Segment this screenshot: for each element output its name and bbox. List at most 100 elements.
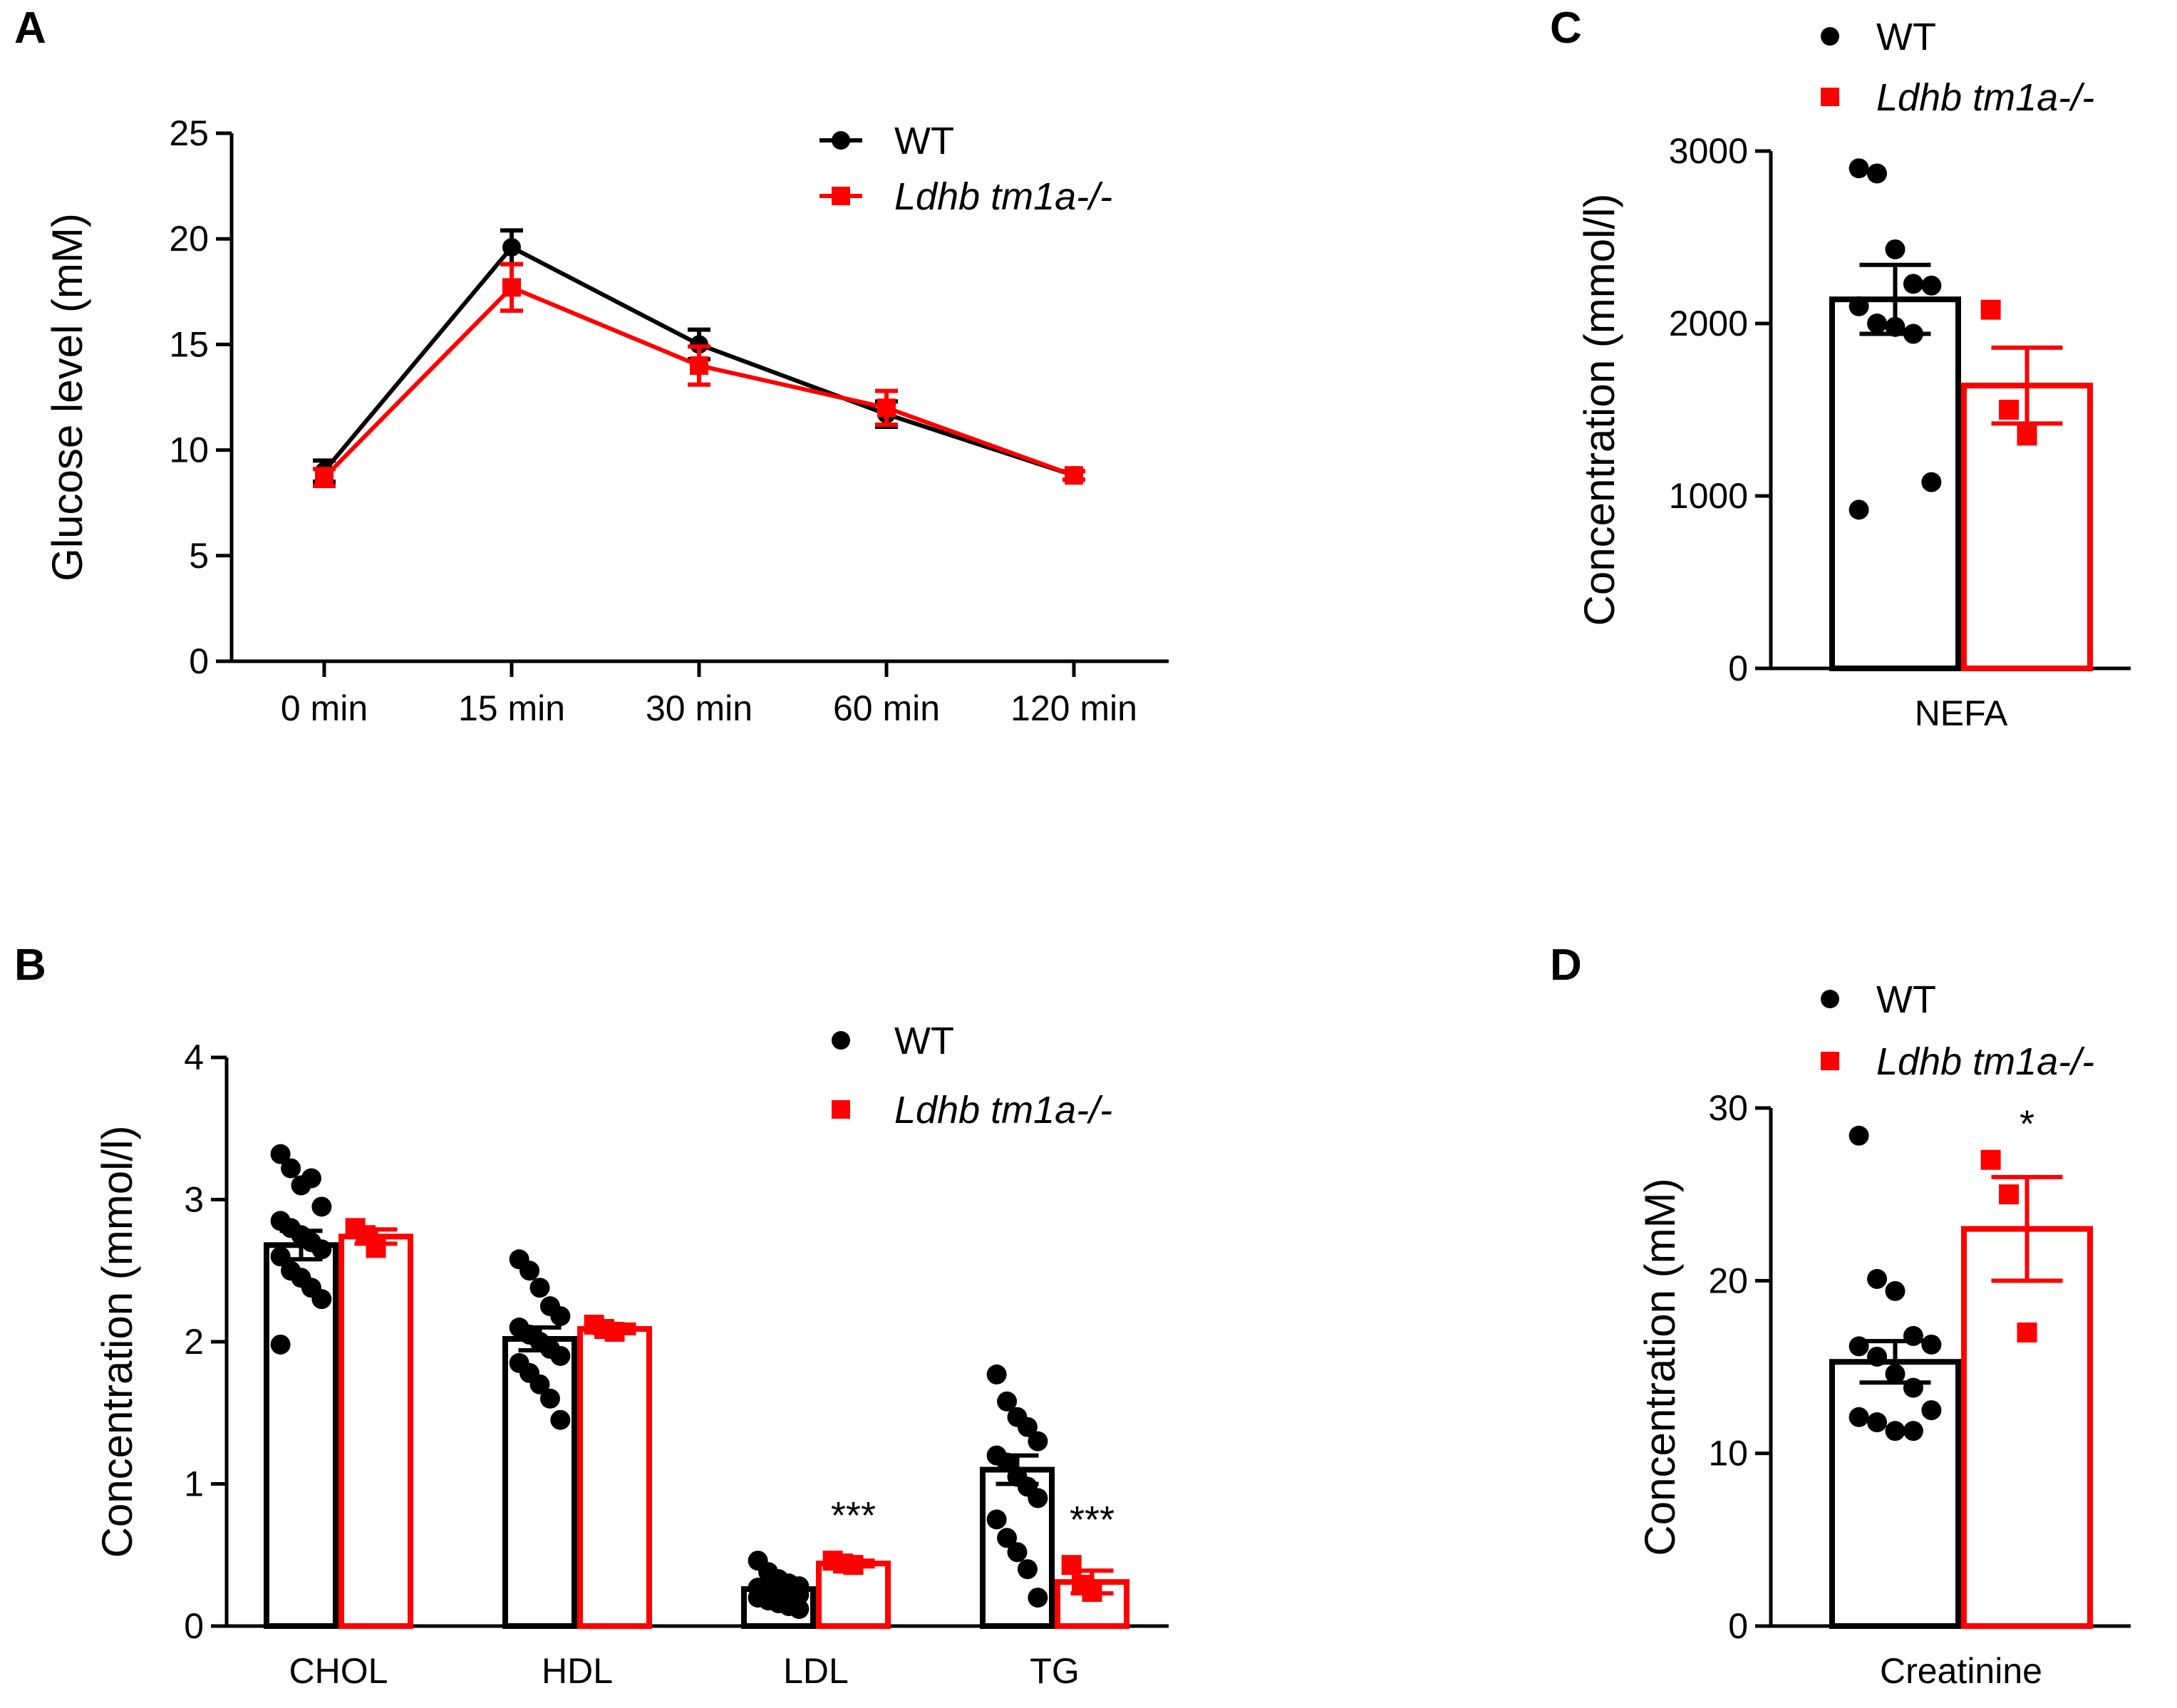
- panel-b-s0-dot-3-12: [1007, 1542, 1028, 1563]
- panel-b-s0-dot-3-3: [1017, 1417, 1038, 1437]
- panel-b-s0-dot-3-6: [997, 1452, 1018, 1473]
- panel-a-x-tick-label-4: 120 min: [1010, 688, 1137, 728]
- panel-b-s0-dot-0-4: [311, 1196, 332, 1217]
- panel-a-legend-label-0: WT: [894, 120, 954, 162]
- panel-a-s1-point-1: [502, 278, 521, 297]
- panel-d-y-tick-label-3: 30: [1708, 1088, 1748, 1128]
- panel-d-creatinine-chart: 0 10 20 30 Concentration (mM) Creatinine * WT Ld…: [1636, 978, 2131, 1691]
- panel-c-s1-dot-0-0: [1980, 299, 2001, 320]
- panel-c-s0-dot-0-4: [1921, 275, 1942, 296]
- panel-d-y-axis-label: Concentration (mM): [1636, 1178, 1684, 1556]
- panel-a-glucose-chart: 0 5 10 15 20 25 Glucose level (mM) 0 min 15 min 3…: [43, 113, 1169, 728]
- panel-b-s0-dot-1-1: [519, 1261, 540, 1281]
- panel-c-s0-dot-0-8: [1903, 324, 1923, 344]
- panel-c-y-tick-label-3: 3000: [1669, 131, 1748, 171]
- panel-d-s0-dot-0-0: [1848, 1125, 1869, 1146]
- panel-a-x-tick-label-0: 0 min: [281, 688, 368, 728]
- panel-c-y-tick-label-0: 0: [1728, 648, 1748, 688]
- panel-d-x-tick-label-0: Creatinine: [1880, 1651, 2042, 1691]
- panel-d-s0-dot-0-2: [1885, 1280, 1905, 1301]
- panel-d-s0-dot-0-6: [1867, 1346, 1888, 1367]
- panel-b-x-tick-label-2: LDL: [783, 1651, 849, 1691]
- panel-b-s0-dot-0-10: [270, 1246, 291, 1267]
- panel-c-s0-dot-0-9: [1921, 472, 1942, 492]
- panel-c-s0-dot-0-7: [1885, 316, 1905, 337]
- panel-b-s0-dot-0-9: [311, 1239, 332, 1260]
- panel-b-y-tick-label-3: 3: [184, 1180, 204, 1220]
- panel-b-legend-label-0: WT: [894, 1020, 954, 1062]
- panel-d-s0-dot-0-7: [1885, 1364, 1905, 1384]
- panel-b-y-axis-label: Concentration (mmol/l): [93, 1126, 141, 1558]
- panel-c-legend-label-0: WT: [1876, 16, 1936, 58]
- panel-d-s1-dot-0-2: [2017, 1323, 2037, 1343]
- panel-d-s0-dot-0-13: [1903, 1421, 1923, 1442]
- panel-d-s0-dot-0-3: [1903, 1325, 1923, 1346]
- panel-c-nefa-chart: 0 1000 2000 3000 Concentration (mmol/l) NEFA W…: [1576, 16, 2131, 733]
- panel-a-legend-label-1: Ldhb tm1a-/-: [894, 175, 1112, 218]
- panel-a-s1-point-0: [315, 468, 333, 487]
- panel-d-legend-marker-0: [1821, 990, 1839, 1008]
- panel-d-s0-dot-0-1: [1867, 1268, 1888, 1289]
- panel-d-y-tick-label-1: 10: [1708, 1434, 1748, 1474]
- panel-a-s1-point-2: [690, 356, 708, 376]
- panel-letter-a: A: [14, 4, 46, 53]
- panel-a-legend-marker-0: [832, 131, 850, 150]
- panel-b-y-tick-label-1: 1: [184, 1464, 204, 1504]
- panel-b-bar-s1-0: [338, 1233, 413, 1629]
- panel-b-s0-dot-3-9: [1028, 1488, 1048, 1508]
- panel-d-s0-dot-0-10: [1848, 1407, 1869, 1427]
- panel-a-x-tick-label-1: 15 min: [458, 688, 565, 728]
- panel-c-y-tick-label-1: 1000: [1669, 476, 1748, 516]
- panel-b-s0-dot-2-14: [789, 1599, 810, 1620]
- panel-b-s1-dot-1-2: [604, 1322, 625, 1342]
- panel-b-s1-dot-0-2: [366, 1238, 386, 1258]
- panel-c-s0-dot-0-5: [1848, 296, 1869, 316]
- panel-b-y-tick-label-4: 4: [184, 1037, 204, 1077]
- panel-b-y-tick-label-0: 0: [184, 1606, 204, 1646]
- panel-a-x-tick-label-2: 30 min: [646, 688, 753, 728]
- panel-d-bar-s0-0: [1829, 1359, 1961, 1629]
- panel-b-legend-marker-1: [832, 1100, 850, 1119]
- panel-b-bar-s1-1: [577, 1326, 652, 1630]
- panel-d-s0-dot-0-4: [1921, 1334, 1942, 1355]
- panel-b-s0-dot-3-13: [1017, 1559, 1038, 1580]
- panel-b-s0-dot-3-11: [997, 1528, 1018, 1548]
- panel-a-x-tick-label-3: 60 min: [833, 688, 940, 728]
- panel-b-s1-dot-2-2: [843, 1555, 864, 1575]
- panel-b-significance-3: ***: [1070, 1499, 1115, 1541]
- panel-b-s0-dot-0-0: [270, 1144, 291, 1164]
- panel-c-legend-marker-0: [1821, 27, 1839, 46]
- panel-d-s0-dot-0-8: [1903, 1377, 1923, 1398]
- panel-c-s1-dot-0-2: [2017, 425, 2037, 446]
- panel-c-legend-label-1: Ldhb tm1a-/-: [1876, 76, 2094, 119]
- panel-b-x-tick-label-0: CHOL: [289, 1651, 388, 1691]
- panel-b-lipids-chart: 0 1 2 3 4 Concentration (mmol/l) CHOL HDL LDL ***…: [93, 1020, 1169, 1691]
- panel-d-significance-0: *: [2020, 1103, 2034, 1146]
- panel-b-s0-dot-0-14: [311, 1289, 332, 1310]
- panel-c-s0-dot-0-6: [1867, 314, 1888, 333]
- panel-b-legend-label-1: Ldhb tm1a-/-: [894, 1089, 1112, 1132]
- panel-d-legend-label-1: Ldhb tm1a-/-: [1876, 1040, 2094, 1083]
- panel-a-y-tick-label-1: 5: [189, 536, 209, 576]
- panel-a-y-axis-label: Glucose level (mM): [43, 213, 91, 581]
- panel-d-s0-dot-0-9: [1921, 1400, 1942, 1421]
- panel-c-s0-dot-0-1: [1867, 163, 1888, 184]
- panel-d-s0-dot-0-5: [1848, 1336, 1869, 1357]
- panel-b-x-tick-label-3: TG: [1030, 1651, 1079, 1691]
- panel-a-legend-marker-1: [832, 187, 850, 205]
- panel-c-y-tick-label-2: 2000: [1669, 304, 1748, 343]
- panel-b-s0-dot-1-13: [539, 1388, 560, 1409]
- panel-b-significance-2: ***: [831, 1494, 876, 1537]
- panel-d-s0-dot-0-11: [1867, 1412, 1888, 1433]
- panel-b-s0-dot-1-14: [550, 1409, 571, 1430]
- panel-c-s0-dot-0-0: [1848, 158, 1869, 179]
- panel-b-y-tick-label-2: 2: [184, 1322, 204, 1362]
- panel-b-s0-dot-3-4: [1028, 1431, 1048, 1451]
- panel-b-s0-dot-0-15: [270, 1334, 291, 1355]
- panel-c-s0-dot-0-10: [1848, 500, 1869, 520]
- panel-a-y-tick-label-2: 10: [169, 430, 209, 470]
- panel-a-s0-point-1: [502, 238, 521, 257]
- panel-d-s1-dot-0-1: [1999, 1184, 2020, 1205]
- panel-c-y-axis-label: Concentration (mmol/l): [1576, 194, 1623, 626]
